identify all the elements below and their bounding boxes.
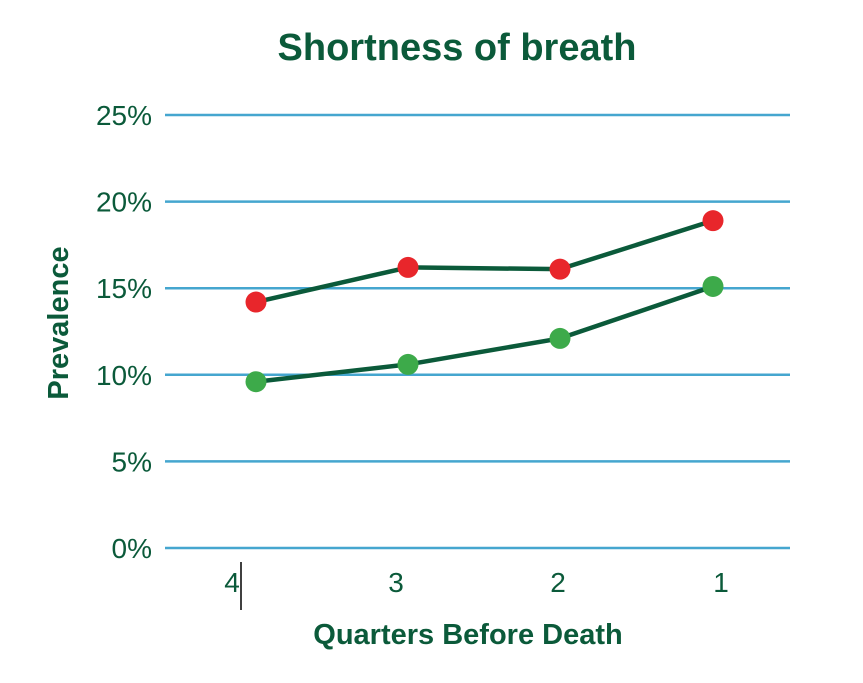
y-axis-label: Prevalence xyxy=(43,246,75,399)
chart-title: Shortness of breath xyxy=(278,27,637,69)
y-tick-label: 0% xyxy=(112,533,152,564)
series-line xyxy=(255,218,714,305)
y-tick-label: 5% xyxy=(112,446,152,477)
gridlines xyxy=(165,113,790,550)
series-line xyxy=(255,284,714,384)
data-point xyxy=(397,353,419,375)
data-point xyxy=(245,291,267,313)
data-point xyxy=(549,327,571,349)
data-point xyxy=(397,256,419,278)
y-tick-label: 25% xyxy=(96,100,152,131)
data-point xyxy=(549,258,571,280)
data-point xyxy=(245,371,267,393)
x-axis-label: Quarters Before Death xyxy=(313,619,622,651)
x-tick-label: 2 xyxy=(550,567,566,598)
x-tick-labels: 4 3 2 1 xyxy=(224,567,729,598)
y-tick-label: 20% xyxy=(96,187,152,218)
data-point xyxy=(702,275,724,297)
x-tick-label: 1 xyxy=(713,567,729,598)
y-tick-labels: 0% 5% 10% 15% 20% 25% xyxy=(96,100,152,564)
x-tick-label: 3 xyxy=(388,567,404,598)
y-tick-label: 15% xyxy=(96,273,152,304)
x-tick-label: 4 xyxy=(224,567,240,598)
series xyxy=(245,210,724,393)
y-tick-label: 10% xyxy=(96,360,152,391)
data-point xyxy=(702,210,724,232)
